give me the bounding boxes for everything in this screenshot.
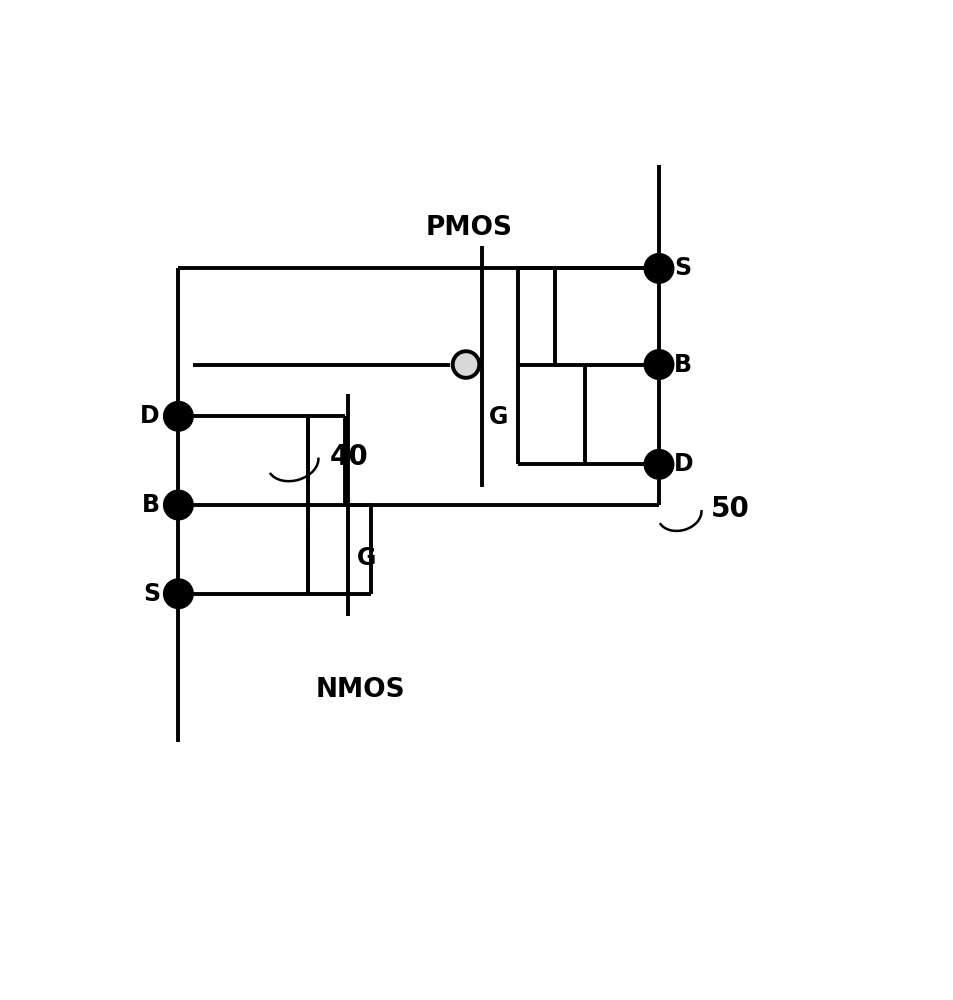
Text: 50: 50 (710, 495, 749, 523)
Circle shape (643, 450, 673, 479)
Circle shape (643, 254, 673, 283)
Text: PMOS: PMOS (426, 215, 513, 241)
Circle shape (453, 351, 478, 378)
Text: D: D (673, 452, 693, 476)
Text: 40: 40 (330, 443, 368, 471)
Circle shape (643, 350, 673, 379)
Text: D: D (140, 404, 160, 428)
Circle shape (163, 401, 193, 431)
Circle shape (163, 490, 193, 520)
Text: NMOS: NMOS (314, 677, 404, 703)
Circle shape (163, 579, 193, 609)
Text: G: G (357, 546, 376, 570)
Text: S: S (143, 582, 160, 606)
Text: B: B (142, 493, 160, 517)
Text: S: S (673, 256, 690, 280)
Text: G: G (488, 405, 508, 429)
Text: B: B (673, 353, 691, 377)
